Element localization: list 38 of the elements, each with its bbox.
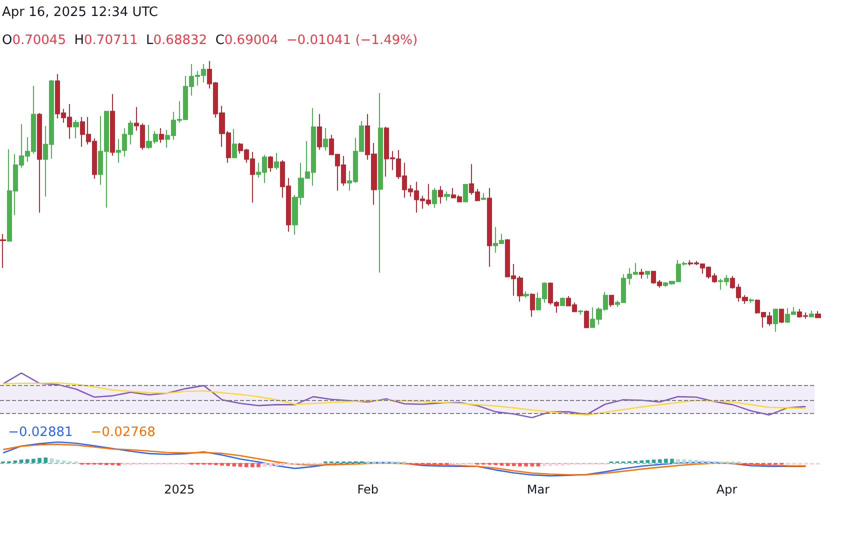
candlestick bbox=[749, 298, 754, 304]
candlestick bbox=[609, 294, 614, 308]
x-tick-label: 2025 bbox=[164, 482, 195, 497]
candlestick bbox=[584, 310, 589, 328]
candlestick bbox=[530, 292, 535, 318]
candlestick bbox=[444, 190, 450, 202]
candlestick bbox=[438, 186, 443, 204]
candlestick bbox=[274, 152, 279, 170]
candlestick bbox=[773, 308, 778, 332]
candlestick bbox=[815, 310, 821, 318]
candlestick bbox=[159, 128, 164, 144]
candlestick bbox=[232, 128, 237, 158]
candlestick bbox=[645, 270, 650, 280]
x-tick-label: Apr bbox=[716, 482, 738, 497]
candlestick bbox=[73, 120, 79, 139]
series-label: −0.02881 bbox=[8, 425, 73, 440]
candlestick bbox=[432, 187, 437, 208]
candlestick bbox=[487, 187, 492, 268]
candlestick bbox=[560, 296, 565, 306]
candlestick bbox=[481, 192, 486, 200]
candlestick bbox=[639, 268, 644, 280]
candlestick bbox=[463, 184, 468, 202]
candlestick bbox=[809, 310, 814, 318]
x-tick-label: Feb bbox=[357, 482, 379, 497]
candlestick bbox=[317, 114, 322, 150]
candlestick bbox=[37, 112, 42, 214]
candlestick bbox=[779, 308, 784, 324]
candlestick bbox=[323, 128, 328, 152]
candlestick bbox=[578, 310, 583, 316]
text: O0.70045 H0.70711 L0.68832 C0.69004 −0.01041 (−1.49%) bbox=[2, 33, 418, 48]
candlestick bbox=[378, 92, 383, 274]
candlestick bbox=[268, 156, 273, 172]
candlestick bbox=[523, 290, 529, 298]
candlestick bbox=[0, 233, 6, 268]
text: Apr 16, 2025 12:34 UTC bbox=[2, 5, 158, 20]
candlestick bbox=[110, 94, 115, 156]
x-tick-label: Mar bbox=[526, 482, 550, 497]
series-label: −0.02768 bbox=[90, 425, 156, 440]
